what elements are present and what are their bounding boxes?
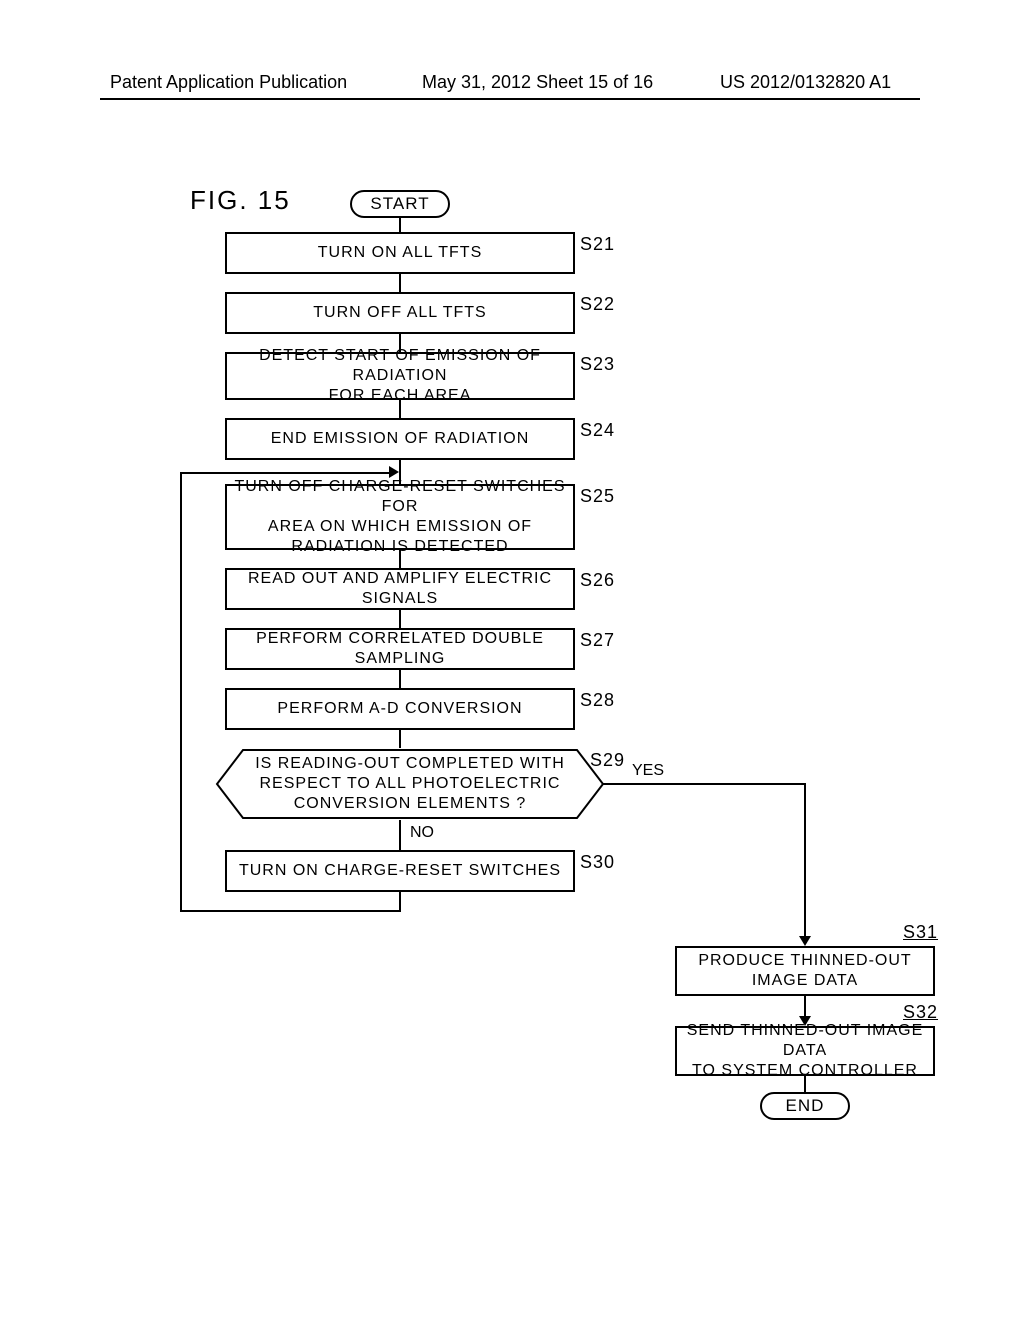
s24-label: S24: [580, 420, 615, 441]
step-s28: PERFORM A-D CONVERSION: [225, 688, 575, 730]
page: Patent Application Publication May 31, 2…: [0, 0, 1024, 1320]
end-label: END: [786, 1096, 825, 1116]
s28-label: S28: [580, 690, 615, 711]
s22-label: S22: [580, 294, 615, 315]
figure-label: FIG. 15: [190, 185, 291, 216]
conn-s21-s22: [399, 274, 401, 292]
step-s31: PRODUCE THINNED-OUT IMAGE DATA: [675, 946, 935, 996]
s21-text: TURN ON ALL TFTS: [318, 243, 482, 263]
step-s30: TURN ON CHARGE-RESET SWITCHES: [225, 850, 575, 892]
step-s23: DETECT START OF EMISSION OF RADIATION FO…: [225, 352, 575, 400]
conn-s31-s32: [804, 996, 806, 1018]
conn-s25-s26: [399, 550, 401, 568]
loop-v2: [180, 472, 182, 912]
s32-label: S32: [903, 1002, 938, 1023]
conn-start-s21: [399, 218, 401, 232]
step-s27: PERFORM CORRELATED DOUBLE SAMPLING: [225, 628, 575, 670]
s31-label: S31: [903, 922, 938, 943]
conn-s29-yes-h: [603, 783, 805, 785]
header-id: US 2012/0132820 A1: [720, 72, 891, 93]
flowchart: FIG. 15 START TURN ON ALL TFTS S21 TURN …: [0, 150, 1024, 1250]
header-publication: Patent Application Publication: [110, 72, 347, 93]
s26-label: S26: [580, 570, 615, 591]
conn-s28-s29: [399, 730, 401, 748]
header-sheet: May 31, 2012 Sheet 15 of 16: [422, 72, 653, 93]
step-s32: SEND THINNED-OUT IMAGE DATA TO SYSTEM CO…: [675, 1026, 935, 1076]
s23-label: S23: [580, 354, 615, 375]
step-s26: READ OUT AND AMPLIFY ELECTRIC SIGNALS: [225, 568, 575, 610]
s25-text: TURN OFF CHARGE-RESET SWITCHES FOR AREA …: [233, 477, 567, 557]
yes-arrow: [799, 936, 811, 946]
yes-label: YES: [632, 762, 664, 780]
step-s29: IS READING-OUT COMPLETED WITH RESPECT TO…: [230, 750, 590, 818]
s22-text: TURN OFF ALL TFTS: [313, 303, 486, 323]
step-s22: TURN OFF ALL TFTS: [225, 292, 575, 334]
s21-label: S21: [580, 234, 615, 255]
loop-h2: [180, 472, 390, 474]
s31-text: PRODUCE THINNED-OUT IMAGE DATA: [698, 951, 911, 991]
s26-text: READ OUT AND AMPLIFY ELECTRIC SIGNALS: [233, 569, 567, 609]
header-rule: [100, 98, 920, 100]
loop-v1: [399, 892, 401, 912]
s23-text: DETECT START OF EMISSION OF RADIATION FO…: [233, 346, 567, 406]
start-label: START: [370, 194, 429, 214]
conn-s29-yes-v: [804, 783, 806, 938]
s24-text: END EMISSION OF RADIATION: [271, 429, 530, 449]
s25-label: S25: [580, 486, 615, 507]
step-s21: TURN ON ALL TFTS: [225, 232, 575, 274]
s32-text: SEND THINNED-OUT IMAGE DATA TO SYSTEM CO…: [683, 1021, 927, 1081]
s27-label: S27: [580, 630, 615, 651]
loop-h1: [180, 910, 401, 912]
s30-label: S30: [580, 852, 615, 873]
s29-label: S29: [590, 750, 625, 771]
s30-text: TURN ON CHARGE-RESET SWITCHES: [239, 861, 561, 881]
end-terminator: END: [760, 1092, 850, 1120]
conn-s29-no: [399, 820, 401, 850]
s29-text: IS READING-OUT COMPLETED WITH RESPECT TO…: [255, 754, 565, 814]
s28-text: PERFORM A-D CONVERSION: [277, 699, 522, 719]
s27-text: PERFORM CORRELATED DOUBLE SAMPLING: [233, 629, 567, 669]
conn-s27-s28: [399, 670, 401, 688]
step-s25: TURN OFF CHARGE-RESET SWITCHES FOR AREA …: [225, 484, 575, 550]
conn-s32-end: [804, 1076, 806, 1092]
conn-s26-s27: [399, 610, 401, 628]
conn-s23-s24: [399, 400, 401, 418]
no-label: NO: [410, 824, 434, 842]
start-terminator: START: [350, 190, 450, 218]
step-s24: END EMISSION OF RADIATION: [225, 418, 575, 460]
